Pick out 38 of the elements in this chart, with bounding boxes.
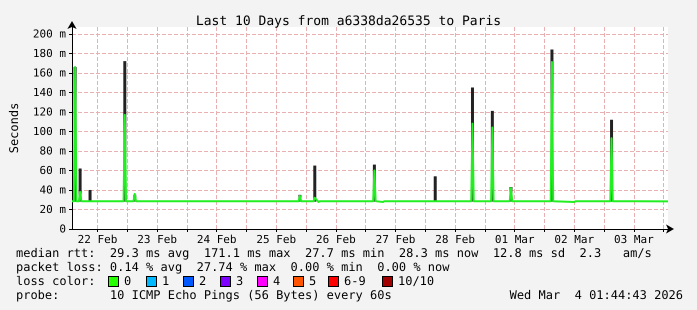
- y-tick-label: 120 m: [32, 105, 66, 118]
- line-series: [71, 61, 669, 203]
- text: loss color:: [16, 274, 96, 288]
- x-tick-label: 02 Mar: [554, 233, 595, 246]
- y-tick-label: 20 m: [40, 202, 66, 216]
- text: 1: [162, 274, 170, 288]
- y-tick-label: 200 m: [32, 27, 66, 40]
- x-tick-label: 22 Feb: [78, 233, 118, 246]
- x-tick-label: 25 Feb: [256, 233, 296, 246]
- text: median rtt: 29.3 ms avg 171.1 ms max 27.7 ms min 28.3 ms now 12.8 ms sd 2.3 am/s: [16, 246, 652, 260]
- text: Wed Mar 4 01:44:43 2026: [510, 288, 683, 302]
- x-tick-label: 27 Feb: [376, 233, 416, 246]
- x-tick-label: 23 Feb: [137, 233, 177, 246]
- y-tick-label: 60 m: [40, 164, 66, 177]
- text: 5: [309, 274, 316, 288]
- x-tick-label: 24 Feb: [196, 233, 237, 246]
- y-tick-label: 80 m: [40, 144, 66, 158]
- chart-title: Last 10 Days from a6338da26535 to Paris: [196, 14, 502, 29]
- x-tick-label: 26 Feb: [316, 233, 356, 246]
- x-tick-label: 28 Feb: [435, 233, 475, 246]
- text: 6-9: [344, 274, 366, 288]
- text: 0: [124, 274, 132, 288]
- y-tick-label: 160 m: [32, 66, 66, 80]
- x-tick-label: 01 Mar: [494, 233, 535, 246]
- y-axis-title: Seconds: [7, 102, 21, 154]
- text: packet loss: 0.14 % avg 27.74 % max 0.00 % min 0.00 % now: [16, 260, 450, 274]
- text: 4: [273, 274, 280, 288]
- text: 2: [199, 274, 206, 288]
- y-tick-label: 0: [59, 222, 66, 236]
- bar: [434, 176, 437, 202]
- y-tick-label: 140 m: [32, 86, 66, 99]
- x-tick-label: 03 Mar: [614, 233, 654, 246]
- y-tick-label: 180 m: [32, 46, 66, 60]
- text: 10/10: [398, 274, 434, 288]
- text: 3: [236, 274, 244, 288]
- y-tick-label: 40 m: [40, 183, 66, 196]
- y-tick-label: 100 m: [32, 124, 66, 138]
- text: probe: 10 ICMP Echo Pings (56 Bytes) every 60s: [16, 288, 392, 302]
